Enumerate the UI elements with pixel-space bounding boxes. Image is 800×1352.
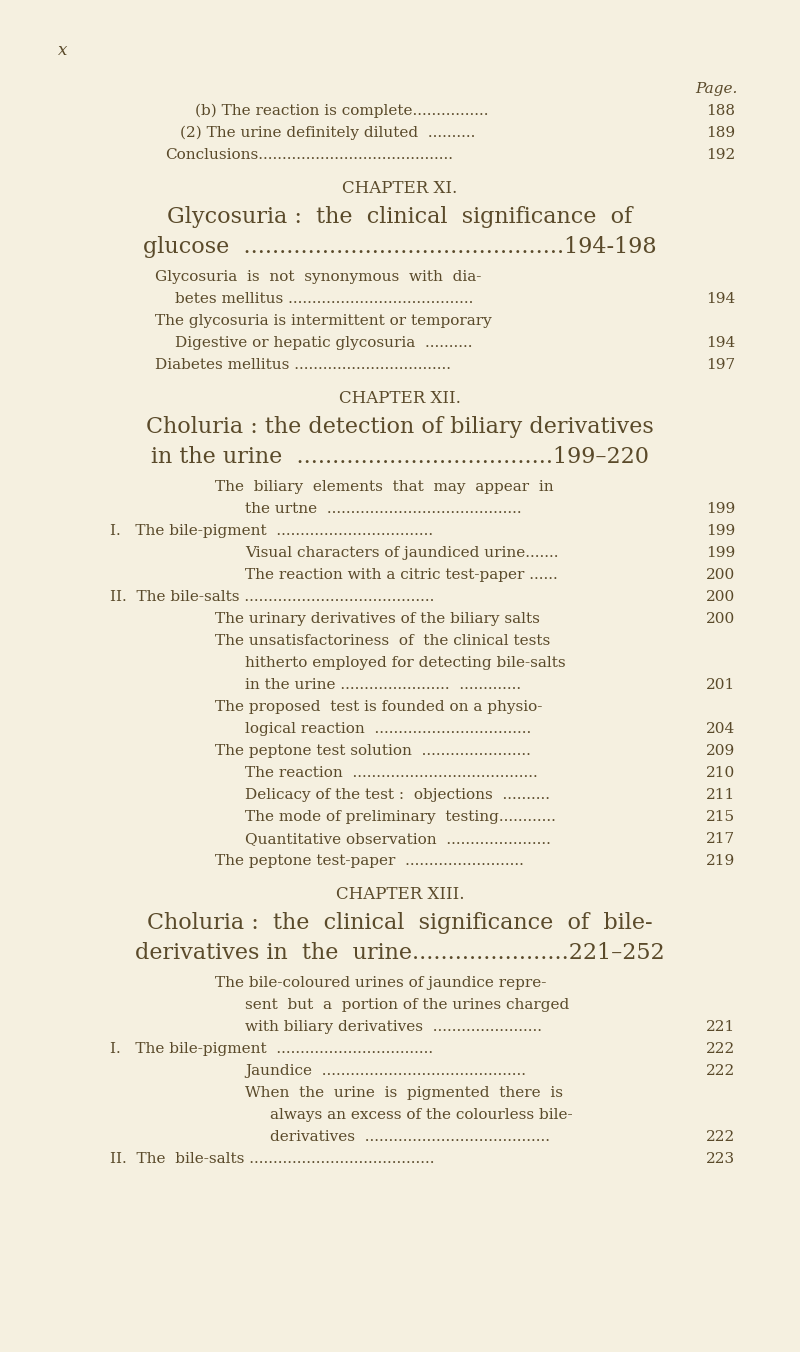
Text: Quantitative observation  ......................: Quantitative observation ...............… [245, 831, 551, 846]
Text: Choluria : the detection of biliary derivatives: Choluria : the detection of biliary deri… [146, 416, 654, 438]
Text: Jaundice  ...........................................: Jaundice ...............................… [245, 1064, 526, 1078]
Text: The reaction with a citric test-paper ......: The reaction with a citric test-paper ..… [245, 568, 558, 581]
Text: CHAPTER XI.: CHAPTER XI. [342, 180, 458, 197]
Text: 210: 210 [706, 767, 735, 780]
Text: Delicacy of the test :  objections  ..........: Delicacy of the test : objections ......… [245, 788, 550, 802]
Text: 222: 222 [706, 1130, 735, 1144]
Text: in the urine  ....................................199–220: in the urine ...........................… [151, 446, 649, 468]
Text: 217: 217 [706, 831, 735, 846]
Text: 199: 199 [706, 546, 735, 560]
Text: glucose  .............................................194-198: glucose ................................… [143, 237, 657, 258]
Text: 194: 194 [706, 337, 735, 350]
Text: hitherto employed for detecting bile-salts: hitherto employed for detecting bile-sal… [245, 656, 566, 671]
Text: 209: 209 [706, 744, 735, 758]
Text: in the urine .......................  .............: in the urine ....................... ...… [245, 677, 521, 692]
Text: 197: 197 [706, 358, 735, 372]
Text: 188: 188 [706, 104, 735, 118]
Text: (2) The urine definitely diluted  ..........: (2) The urine definitely diluted .......… [180, 126, 475, 141]
Text: sent  but  a  portion of the urines charged: sent but a portion of the urines charged [245, 998, 570, 1013]
Text: The  biliary  elements  that  may  appear  in: The biliary elements that may appear in [215, 480, 554, 493]
Text: 200: 200 [706, 589, 735, 604]
Text: The peptone test solution  .......................: The peptone test solution ..............… [215, 744, 531, 758]
Text: Digestive or hepatic glycosuria  ..........: Digestive or hepatic glycosuria ........… [175, 337, 473, 350]
Text: 199: 199 [706, 502, 735, 516]
Text: 204: 204 [706, 722, 735, 735]
Text: II.  The  bile-salts .......................................: II. The bile-salts .....................… [110, 1152, 434, 1165]
Text: 200: 200 [706, 568, 735, 581]
Text: always an excess of the colourless bile-: always an excess of the colourless bile- [270, 1109, 573, 1122]
Text: logical reaction  .................................: logical reaction .......................… [245, 722, 531, 735]
Text: II.  The bile-salts ........................................: II. The bile-salts .....................… [110, 589, 434, 604]
Text: 200: 200 [706, 612, 735, 626]
Text: I.   The bile-pigment  .................................: I. The bile-pigment ....................… [110, 1042, 433, 1056]
Text: 215: 215 [706, 810, 735, 823]
Text: Glycosuria :  the  clinical  significance  of: Glycosuria : the clinical significance o… [167, 206, 633, 228]
Text: 222: 222 [706, 1064, 735, 1078]
Text: 189: 189 [706, 126, 735, 141]
Text: derivatives  .......................................: derivatives ............................… [270, 1130, 550, 1144]
Text: the urtne  .........................................: the urtne ..............................… [245, 502, 522, 516]
Text: Choluria :  the  clinical  significance  of  bile-: Choluria : the clinical significance of … [147, 913, 653, 934]
Text: Conclusions.........................................: Conclusions.............................… [165, 147, 453, 162]
Text: 199: 199 [706, 525, 735, 538]
Text: The mode of preliminary  testing............: The mode of preliminary testing.........… [245, 810, 556, 823]
Text: Visual characters of jaundiced urine.......: Visual characters of jaundiced urine....… [245, 546, 558, 560]
Text: 221: 221 [706, 1019, 735, 1034]
Text: When  the  urine  is  pigmented  there  is: When the urine is pigmented there is [245, 1086, 563, 1101]
Text: Page.: Page. [696, 82, 738, 96]
Text: 219: 219 [706, 854, 735, 868]
Text: x: x [58, 42, 67, 59]
Text: The urinary derivatives of the biliary salts: The urinary derivatives of the biliary s… [215, 612, 540, 626]
Text: 194: 194 [706, 292, 735, 306]
Text: The unsatisfactoriness  of  the clinical tests: The unsatisfactoriness of the clinical t… [215, 634, 550, 648]
Text: The bile-coloured urines of jaundice repre-: The bile-coloured urines of jaundice rep… [215, 976, 546, 990]
Text: 222: 222 [706, 1042, 735, 1056]
Text: I.   The bile-pigment  .................................: I. The bile-pigment ....................… [110, 525, 433, 538]
Text: with biliary derivatives  .......................: with biliary derivatives ...............… [245, 1019, 542, 1034]
Text: derivatives in  the  urine......................221–252: derivatives in the urine................… [135, 942, 665, 964]
Text: Glycosuria  is  not  synonymous  with  dia-: Glycosuria is not synonymous with dia- [155, 270, 482, 284]
Text: 192: 192 [706, 147, 735, 162]
Text: 211: 211 [706, 788, 735, 802]
Text: 223: 223 [706, 1152, 735, 1165]
Text: (b) The reaction is complete................: (b) The reaction is complete............… [195, 104, 489, 119]
Text: CHAPTER XIII.: CHAPTER XIII. [336, 886, 464, 903]
Text: The glycosuria is intermittent or temporary: The glycosuria is intermittent or tempor… [155, 314, 492, 329]
Text: CHAPTER XII.: CHAPTER XII. [339, 389, 461, 407]
Text: The proposed  test is founded on a physio-: The proposed test is founded on a physio… [215, 700, 542, 714]
Text: The reaction  .......................................: The reaction ...........................… [245, 767, 538, 780]
Text: 201: 201 [706, 677, 735, 692]
Text: The peptone test-paper  .........................: The peptone test-paper .................… [215, 854, 524, 868]
Text: Diabetes mellitus .................................: Diabetes mellitus ......................… [155, 358, 451, 372]
Text: betes mellitus .......................................: betes mellitus .........................… [175, 292, 474, 306]
